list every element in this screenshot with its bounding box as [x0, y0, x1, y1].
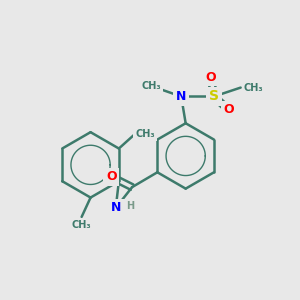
Text: N: N	[176, 90, 186, 103]
Text: CH₃: CH₃	[135, 129, 155, 139]
Text: H: H	[126, 202, 134, 212]
Text: N: N	[111, 202, 121, 214]
Text: CH₃: CH₃	[142, 81, 161, 91]
Text: S: S	[209, 89, 219, 103]
Text: O: O	[106, 170, 117, 183]
Text: O: O	[206, 71, 216, 84]
Text: CH₃: CH₃	[72, 220, 92, 230]
Text: CH₃: CH₃	[244, 82, 263, 93]
Text: O: O	[224, 103, 234, 116]
